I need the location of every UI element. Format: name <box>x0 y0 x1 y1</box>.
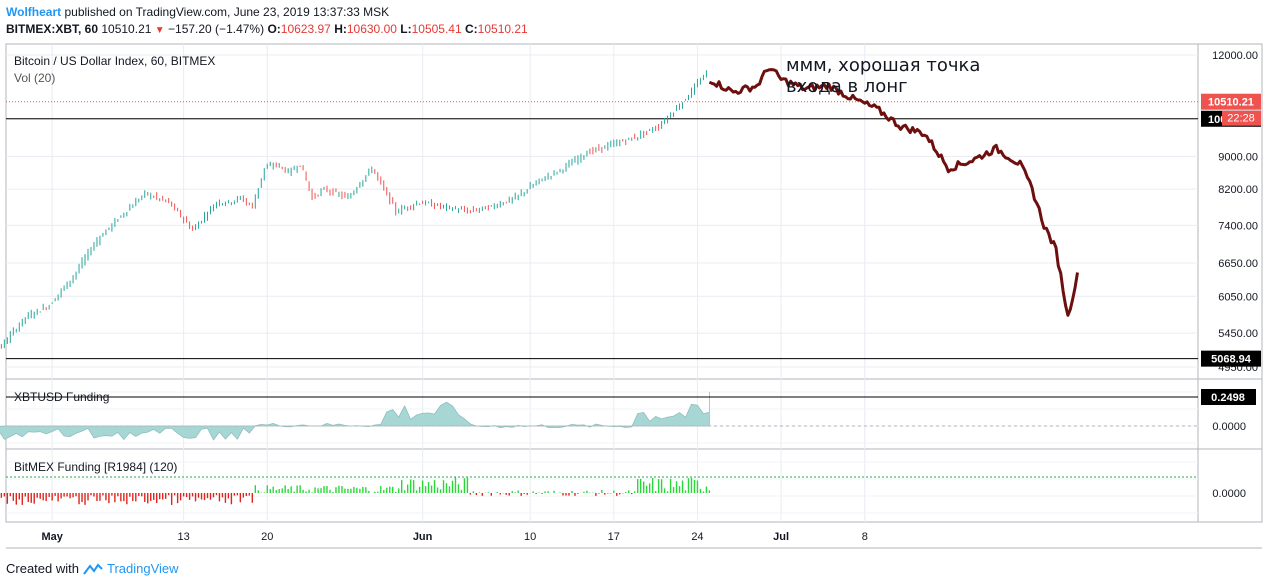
last-price: 10510.21 <box>101 22 152 36</box>
created-with-text: Created with <box>6 561 79 576</box>
y-tick-label: 5450.00 <box>1218 328 1258 340</box>
x-tick-label: 17 <box>608 531 620 543</box>
bitmex-pane-title: BitMEX Funding [R1984] (120) <box>14 460 177 474</box>
x-tick-label: 13 <box>177 531 189 543</box>
low-label: L: <box>400 22 412 36</box>
footer: Created with TradingView <box>6 561 179 576</box>
countdown-badge <box>1222 110 1261 126</box>
funding-area-fill <box>0 392 710 441</box>
bitmex-bars <box>0 477 711 505</box>
funding-value: 0.2498 <box>1211 392 1245 404</box>
x-tick-label: Jun <box>413 531 433 543</box>
projection-line <box>708 68 1079 317</box>
tradingview-brand[interactable]: TradingView <box>106 561 179 576</box>
close-value: 10510.21 <box>477 22 528 36</box>
high-value: 10630.00 <box>346 22 397 36</box>
level-badge-value: 5068.94 <box>1211 354 1252 366</box>
main-pane-title: Bitcoin / US Dollar Index, 60, BITMEX <box>14 54 215 68</box>
funding-value-badge <box>1201 389 1256 405</box>
open-value: 10623.97 <box>280 22 331 36</box>
publish-line: Wolfheart published on TradingView.com, … <box>6 5 389 19</box>
symbol-label: BITMEX:XBT, 60 <box>6 22 99 36</box>
last-price-badge <box>1201 93 1261 110</box>
funding-pane-title: XBTUSD Funding <box>14 390 109 404</box>
x-tick-label: Jul <box>773 531 789 543</box>
x-tick-label: 10 <box>524 531 536 543</box>
ohlc-line: BITMEX:XBT, 60 10510.21 ▼ −157.20 (−1.47… <box>6 22 528 36</box>
volume-indicator-label: Vol (20) <box>14 71 55 85</box>
tradingview-logo-icon <box>83 562 103 575</box>
author-link[interactable]: Wolfheart <box>6 5 62 19</box>
x-tick-label: 20 <box>261 531 273 543</box>
x-tick-label: 8 <box>862 531 868 543</box>
x-tick-label: May <box>41 531 63 543</box>
bitmex-zero-tick: 0.0000 <box>1212 488 1246 500</box>
high-label: H: <box>334 22 347 36</box>
last-price-badge-value: 10510.21 <box>1208 97 1254 109</box>
y-tick-label: 6650.00 <box>1218 258 1258 270</box>
close-label: C: <box>465 22 478 36</box>
price-change: −157.20 (−1.47%) <box>168 22 265 36</box>
chart-border <box>5 43 1263 523</box>
low-value: 10505.41 <box>411 22 462 36</box>
y-tick-label: 12000.00 <box>1212 50 1258 62</box>
annotation-line-1: ммм, хорошая точка <box>786 55 980 76</box>
x-tick-label: 24 <box>691 531 703 543</box>
drawn-projection <box>708 68 1079 317</box>
y-tick-label: 6050.00 <box>1218 291 1258 303</box>
countdown-value: 22:28 <box>1227 113 1255 125</box>
level-badge <box>1201 350 1261 367</box>
down-triangle-icon: ▼ <box>154 25 165 36</box>
funding-zero-tick: 0.0000 <box>1212 421 1246 433</box>
open-label: O: <box>267 22 281 36</box>
annotation-line-2: входа в лонг <box>786 76 908 97</box>
y-tick-label: 7400.00 <box>1218 220 1258 232</box>
funding-area <box>0 392 710 441</box>
y-tick-label: 9000.00 <box>1218 151 1258 163</box>
y-tick-label: 8200.00 <box>1218 184 1258 196</box>
price-candles <box>0 70 707 349</box>
published-text: published on TradingView.com, June 23, 2… <box>64 5 390 19</box>
